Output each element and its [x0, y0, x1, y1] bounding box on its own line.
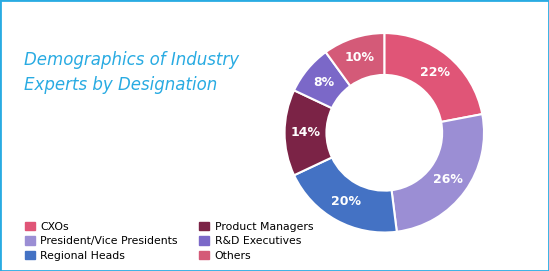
Text: 26%: 26%	[433, 173, 463, 186]
Wedge shape	[294, 157, 397, 233]
Text: Demographics of Industry
Experts by Designation: Demographics of Industry Experts by Desi…	[24, 51, 239, 95]
Wedge shape	[326, 33, 384, 86]
Wedge shape	[384, 33, 482, 122]
Text: 14%: 14%	[290, 126, 321, 139]
Text: 10%: 10%	[345, 51, 375, 64]
Text: 8%: 8%	[313, 76, 334, 89]
Wedge shape	[391, 114, 484, 232]
Legend: CXOs, President/Vice Presidents, Regional Heads, Product Managers, R&D Executive: CXOs, President/Vice Presidents, Regiona…	[22, 219, 316, 264]
Text: 20%: 20%	[332, 195, 361, 208]
Wedge shape	[294, 52, 350, 108]
Text: 22%: 22%	[419, 66, 450, 79]
Wedge shape	[284, 90, 332, 175]
